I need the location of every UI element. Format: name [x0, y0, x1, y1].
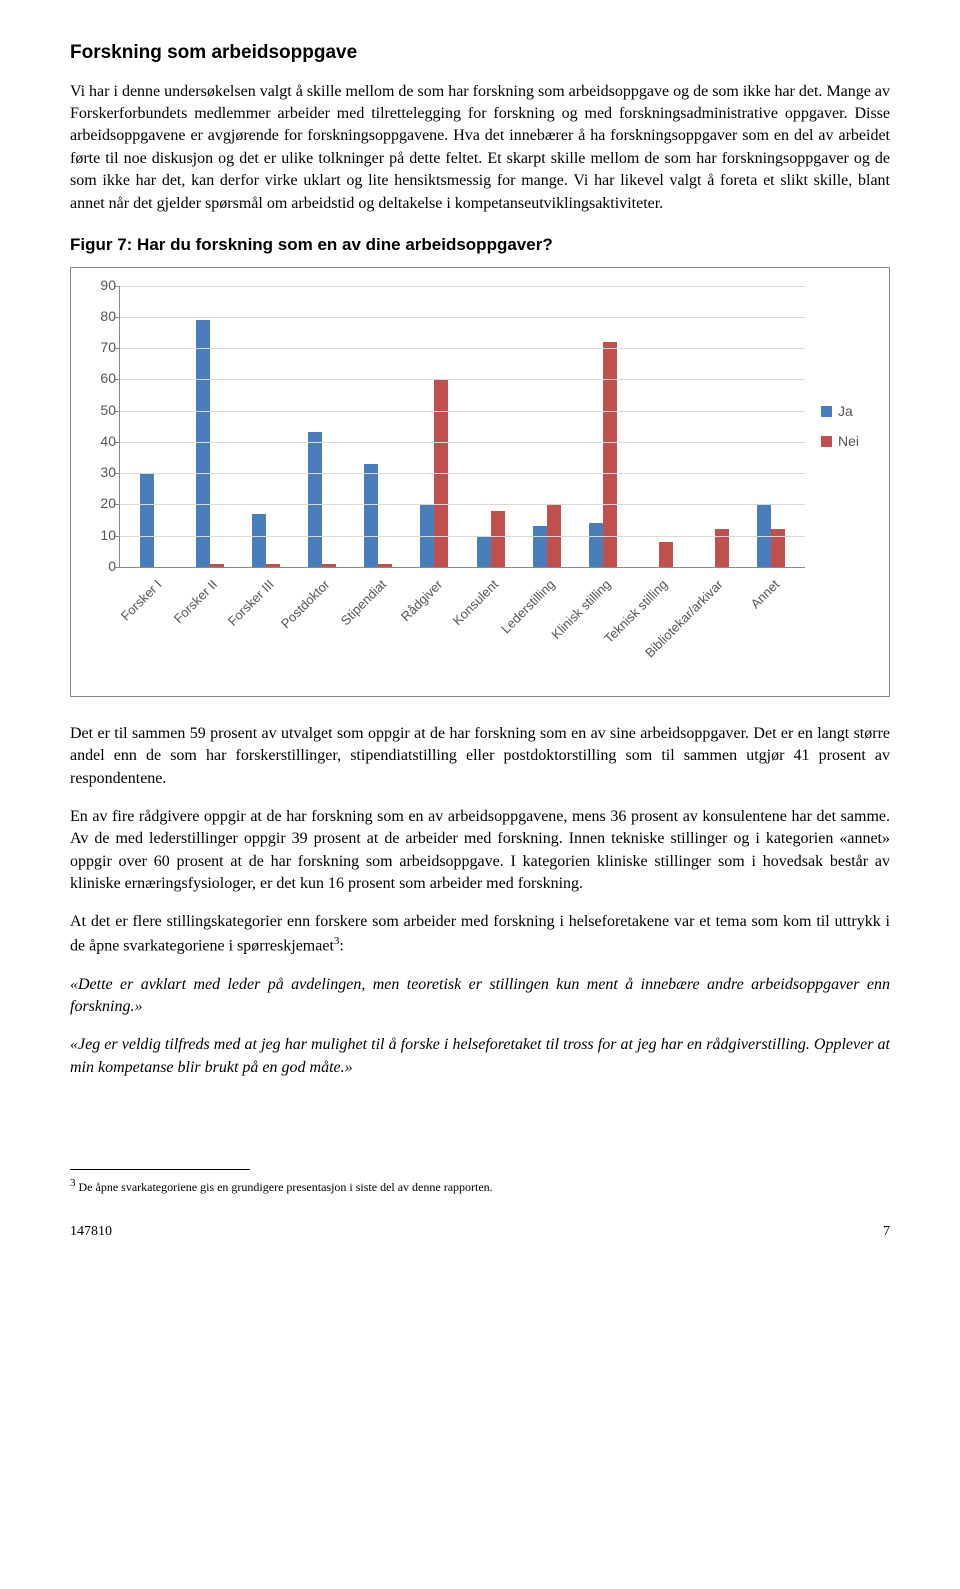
quote-1: «Dette er avklart med leder på avdelinge…	[70, 974, 890, 1019]
bar-group	[126, 286, 182, 567]
section-heading: Forskning som arbeidsoppgave	[70, 40, 890, 67]
page-footer: 147810 7	[70, 1222, 890, 1242]
y-tick-label: 20	[86, 494, 116, 514]
bar-group	[182, 286, 238, 567]
legend-swatch	[821, 406, 832, 417]
y-tick-label: 90	[86, 276, 116, 296]
bar-group	[575, 286, 631, 567]
footnote-separator	[70, 1169, 250, 1170]
paragraph-3: En av fire rådgivere oppgir at de har fo…	[70, 806, 890, 896]
bar-group	[687, 286, 743, 567]
x-tick-label: Annet	[747, 576, 784, 613]
y-tick-label: 70	[86, 338, 116, 358]
footnote-text: De åpne svarkategoriene gis en grundiger…	[76, 1180, 493, 1194]
bar-nei	[322, 564, 336, 567]
footer-page-number: 7	[883, 1222, 890, 1242]
legend-label: Ja	[838, 402, 853, 422]
bar-ja	[308, 432, 322, 566]
bar-nei	[491, 511, 505, 567]
y-tick-label: 0	[86, 557, 116, 577]
y-tick-label: 10	[86, 526, 116, 546]
bar-nei	[210, 564, 224, 567]
paragraph-4b: :	[339, 937, 343, 954]
bar-ja	[477, 536, 491, 567]
bar-nei	[266, 564, 280, 567]
figure-caption: Figur 7: Har du forskning som en av dine…	[70, 233, 890, 257]
x-tick-label: Forsker I	[117, 576, 166, 625]
y-tick-label: 80	[86, 307, 116, 327]
bar-nei	[378, 564, 392, 567]
bar-ja	[364, 464, 378, 567]
legend-label: Nei	[838, 432, 859, 452]
y-tick-label: 40	[86, 432, 116, 452]
bar-nei	[603, 342, 617, 567]
bar-ja	[196, 320, 210, 567]
bar-group	[294, 286, 350, 567]
bar-nei	[659, 542, 673, 567]
paragraph-4: At det er flere stillingskategorier enn …	[70, 911, 890, 957]
legend-item: Ja	[821, 402, 875, 422]
chart-container: 0102030405060708090 Forsker IForsker IIF…	[70, 267, 890, 697]
legend-swatch	[821, 436, 832, 447]
footnote: 3 De åpne svarkategoriene gis en grundig…	[70, 1176, 890, 1196]
paragraph-2: Det er til sammen 59 prosent av utvalget…	[70, 723, 890, 790]
bar-group	[462, 286, 518, 567]
y-tick-label: 50	[86, 401, 116, 421]
footer-left: 147810	[70, 1222, 112, 1242]
chart-legend: Ja Nei	[805, 286, 875, 568]
legend-item: Nei	[821, 432, 875, 452]
bar-group	[238, 286, 294, 567]
bar-group	[743, 286, 799, 567]
y-tick-label: 30	[86, 463, 116, 483]
bar-group	[406, 286, 462, 567]
bar-group	[519, 286, 575, 567]
quote-2: «Jeg er veldig tilfreds med at jeg har m…	[70, 1034, 890, 1079]
bar-ja	[533, 526, 547, 567]
bar-group	[350, 286, 406, 567]
y-tick-label: 60	[86, 370, 116, 390]
paragraph-4a: At det er flere stillingskategorier enn …	[70, 913, 890, 954]
bar-ja	[252, 514, 266, 567]
paragraph-intro: Vi har i denne undersøkelsen valgt å ski…	[70, 81, 890, 215]
bar-ja	[589, 523, 603, 567]
chart-plot: 0102030405060708090	[119, 286, 805, 568]
bar-ja	[140, 473, 154, 567]
bar-group	[631, 286, 687, 567]
